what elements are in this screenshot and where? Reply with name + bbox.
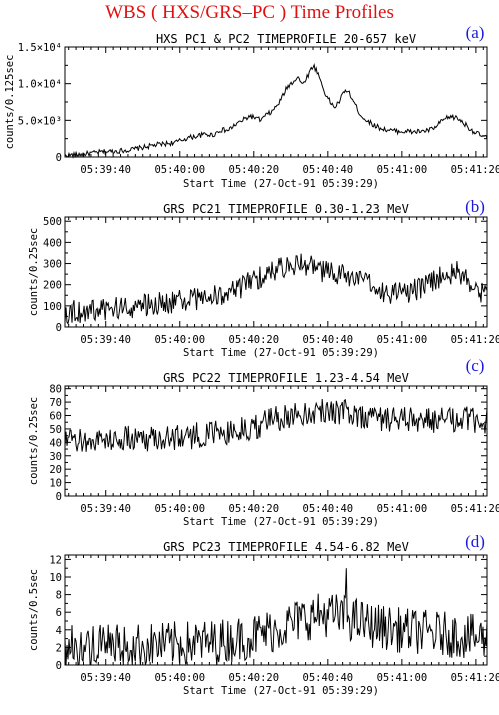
chart-title: GRS PC23 TIMEPROFILE 4.54-6.82 MeV: [163, 540, 409, 554]
x-tick-label: 05:41:20: [451, 334, 499, 346]
x-tick-label: 05:40:20: [229, 503, 280, 515]
y-tick-label: 70: [49, 397, 62, 409]
y-tick-label: 30: [49, 451, 62, 463]
x-tick-label: 05:41:20: [451, 503, 499, 515]
x-tick-label: 05:40:00: [154, 164, 205, 176]
x-tick-label: 05:40:40: [303, 334, 354, 346]
y-tick-label: 2: [56, 642, 62, 654]
x-tick-label: 05:41:00: [377, 503, 428, 515]
x-tick-label: 05:41:20: [451, 672, 499, 684]
panel-label: (a): [466, 23, 485, 42]
plot-frame: [64, 385, 488, 497]
x-tick-label: 05:39:40: [80, 334, 131, 346]
x-axis-label: Start Time (27-Oct-91 05:39:29): [183, 516, 379, 528]
page-title: WBS ( HXS/GRS–PC ) Time Profiles: [105, 2, 394, 23]
y-tick-label: 400: [43, 237, 62, 249]
y-tick-label: 0: [56, 660, 62, 672]
y-tick-label: 300: [43, 259, 62, 271]
y-tick-label: 0: [56, 491, 62, 503]
y-tick-label: 80: [49, 384, 62, 396]
x-tick-label: 05:40:20: [229, 334, 280, 346]
y-tick-label: 5.0×10³: [18, 115, 62, 127]
y-axis-label: counts/0.125sec: [4, 55, 16, 150]
y-tick-label: 0: [56, 322, 62, 334]
y-tick-label: 100: [43, 301, 62, 313]
y-tick-label: 200: [43, 280, 62, 292]
x-tick-label: 05:40:40: [303, 503, 354, 515]
y-tick-label: 500: [43, 216, 62, 228]
y-tick-label: 20: [49, 464, 62, 476]
panel-label: (b): [465, 197, 485, 216]
y-tick-label: 4: [56, 625, 62, 637]
y-tick-label: 0: [56, 152, 62, 164]
y-tick-label: 6: [56, 607, 62, 619]
x-tick-label: 05:41:00: [377, 164, 428, 176]
x-tick-label: 05:41:00: [377, 334, 428, 346]
x-tick-label: 05:40:20: [229, 164, 280, 176]
panel-label: (c): [466, 356, 485, 375]
series-line: [64, 62, 488, 159]
x-tick-label: 05:39:40: [80, 672, 131, 684]
x-tick-label: 05:39:40: [80, 164, 131, 176]
x-tick-label: 05:40:00: [154, 334, 205, 346]
y-axis-label: counts/0.5sec: [28, 569, 40, 651]
x-tick-label: 05:40:20: [229, 672, 280, 684]
y-tick-label: 8: [56, 590, 62, 602]
x-tick-label: 05:41:00: [377, 672, 428, 684]
x-tick-label: 05:40:40: [303, 672, 354, 684]
y-tick-label: 60: [49, 411, 62, 423]
plot-frame: [64, 46, 488, 158]
x-axis-label: Start Time (27-Oct-91 05:39:29): [183, 685, 379, 697]
y-tick-label: 50: [49, 424, 62, 436]
x-tick-label: 05:40:40: [303, 164, 354, 176]
chart-title: GRS PC21 TIMEPROFILE 0.30-1.23 MeV: [163, 202, 409, 216]
y-tick-label: 10: [49, 572, 62, 584]
series-line: [64, 253, 488, 325]
x-tick-label: 05:39:40: [80, 503, 131, 515]
panel-label: (d): [465, 532, 485, 551]
y-tick-label: 1.0×10⁴: [18, 79, 62, 91]
series-line: [64, 398, 488, 452]
y-tick-label: 1.5×10⁴: [18, 42, 62, 54]
chart-title: HXS PC1 & PC2 TIMEPROFILE 20-657 keV: [156, 32, 416, 46]
y-tick-label: 10: [49, 478, 62, 490]
y-axis-label: counts/0.25sec: [28, 228, 40, 317]
plot-frame: [64, 554, 488, 666]
y-tick-label: 12: [49, 554, 62, 566]
chart-title: GRS PC22 TIMEPROFILE 1.23-4.54 MeV: [163, 371, 409, 385]
x-tick-label: 05:41:20: [451, 164, 499, 176]
x-axis-label: Start Time (27-Oct-91 05:39:29): [183, 178, 379, 190]
x-tick-label: 05:40:00: [154, 672, 205, 684]
y-axis-label: counts/0.25sec: [28, 397, 40, 486]
x-tick-label: 05:40:00: [154, 503, 205, 515]
x-axis-label: Start Time (27-Oct-91 05:39:29): [183, 347, 379, 359]
series-line: [64, 568, 488, 667]
y-tick-label: 40: [49, 437, 62, 449]
